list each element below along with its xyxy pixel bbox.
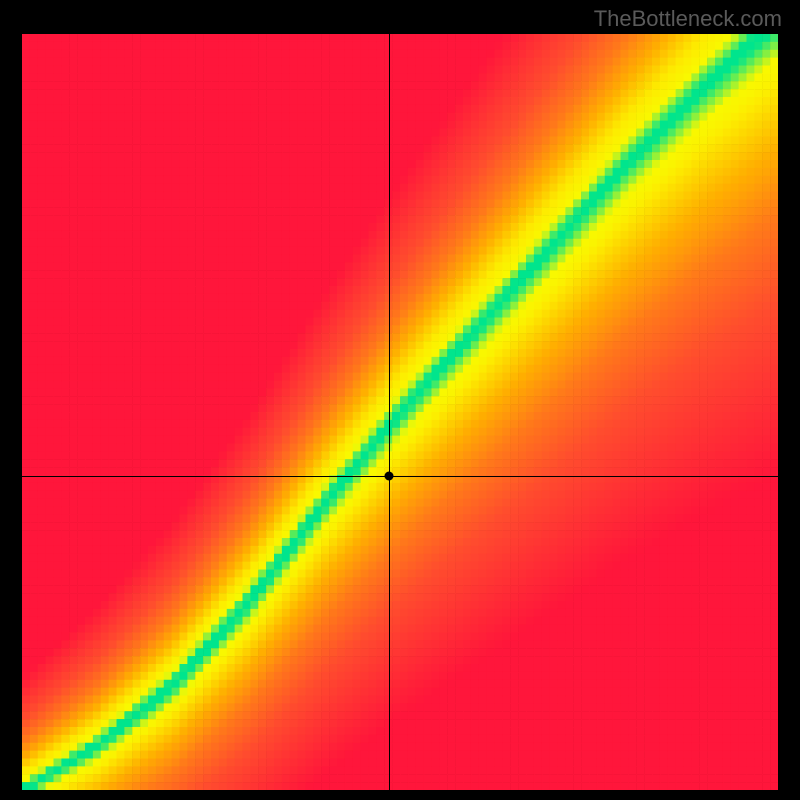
crosshair-vertical: [389, 34, 390, 790]
crosshair-horizontal: [22, 476, 778, 477]
watermark-text: TheBottleneck.com: [594, 6, 782, 32]
heatmap-canvas: [22, 34, 778, 790]
crosshair-marker-dot: [384, 472, 393, 481]
bottleneck-heatmap: [22, 34, 778, 790]
